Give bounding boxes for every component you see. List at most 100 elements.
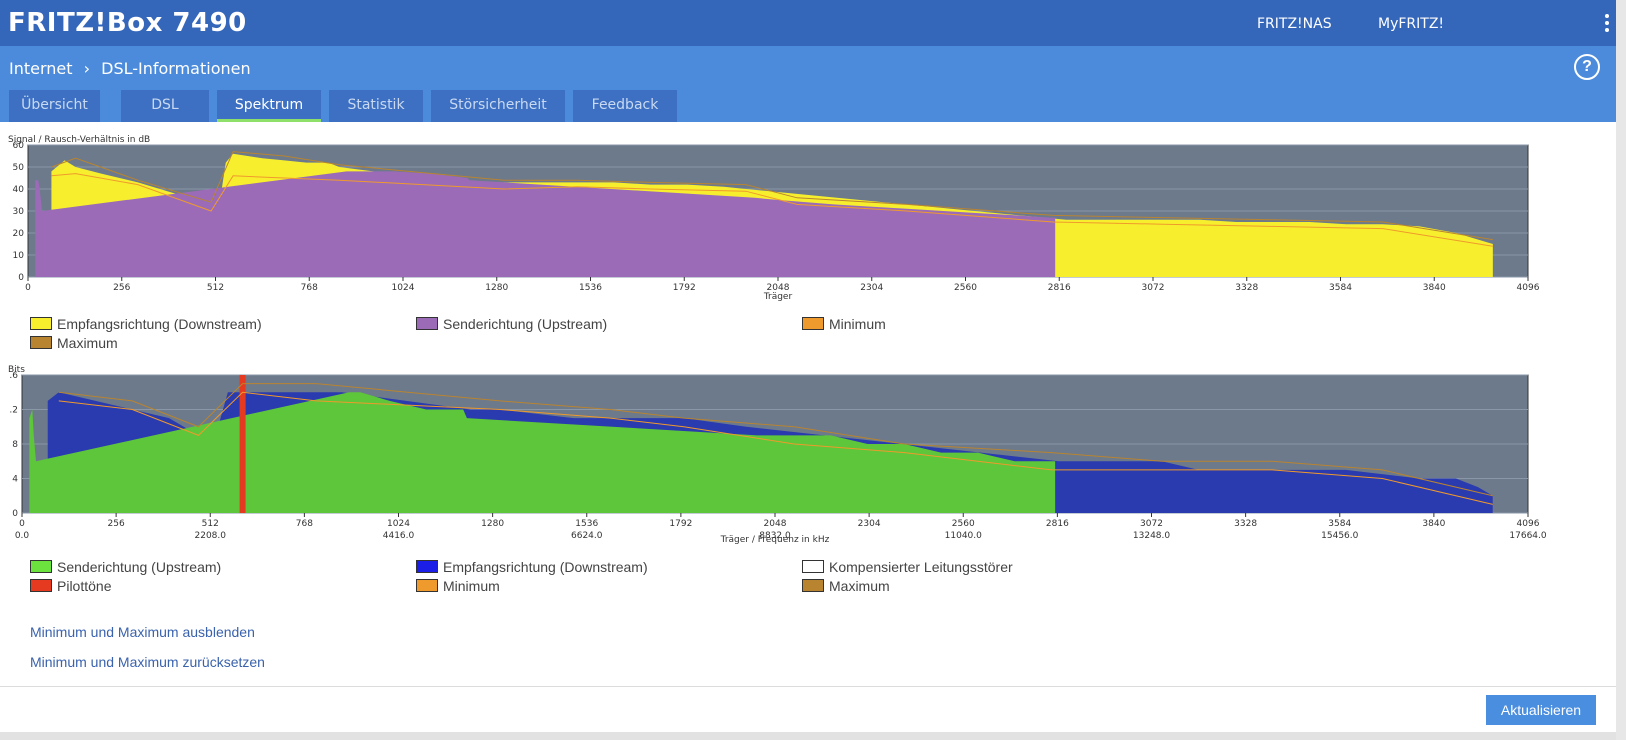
scrollbar[interactable] (1616, 0, 1626, 740)
snr-x-axis-label: Träger (763, 292, 793, 302)
tab-dsl[interactable]: DSL (121, 90, 209, 122)
snr-x-tick-label: 2560 (954, 283, 977, 293)
legend-swatch (416, 560, 438, 573)
snr-y-tick-label: 10 (13, 251, 25, 261)
legend-swatch (802, 579, 824, 592)
bits-x-tick-label: 4096 (1517, 519, 1540, 529)
bits-x-tick-label: 256 (108, 519, 125, 529)
fritznas-link[interactable]: FRITZ!NAS (1257, 16, 1332, 32)
help-icon[interactable]: ? (1574, 54, 1600, 80)
more-menu-icon[interactable] (1604, 14, 1610, 34)
legend-bits-upstream[interactable]: Senderichtung (Upstream) (30, 559, 221, 575)
bits-x-tick-label: 3584 (1328, 519, 1351, 529)
snr-chart: 0 10 20 30 40 50 60 0 256 512 768 1024 1280 1536 1792 2… (13, 141, 1540, 302)
snr-x-tick-label: 2048 (767, 283, 790, 293)
bits-x-tick-label: 1536 (575, 519, 598, 529)
bits-freq-tick-label: 11040.0 (945, 531, 982, 541)
bits-y-tick-label: .2 (9, 406, 18, 416)
myfritz-link[interactable]: MyFRITZ! (1378, 16, 1445, 32)
legend-snr-minimum[interactable]: Minimum (802, 316, 886, 332)
snr-x-tick-label: 1792 (673, 283, 696, 293)
bits-y-tick-label: .6 (9, 371, 18, 381)
legend-swatch (416, 579, 438, 592)
legend-bits-downstream[interactable]: Empfangsrichtung (Downstream) (416, 559, 648, 575)
legend-snr-upstream[interactable]: Senderichtung (Upstream) (416, 316, 607, 332)
reset-minmax-link[interactable]: Minimum und Maximum zurücksetzen (30, 654, 265, 670)
snr-series-maximum-line (51, 151, 1493, 241)
tab-spektrum[interactable]: Spektrum (217, 90, 321, 122)
snr-x-tick-label: 256 (113, 283, 130, 293)
chevron-right-icon: › (83, 59, 91, 78)
bits-freq-tick-label: 13248.0 (1133, 531, 1170, 541)
bits-x-tick-label: 1792 (669, 519, 692, 529)
legend-bits-maximum[interactable]: Maximum (802, 578, 890, 594)
snr-y-tick-label: 20 (13, 229, 25, 239)
tab-stoersicherheit[interactable]: Störsicherheit (431, 90, 565, 122)
bits-freq-tick-label: 8832.0 (759, 531, 791, 541)
snr-x-tick-label: 1536 (579, 283, 602, 293)
bits-freq-tick-label: 2208.0 (195, 531, 227, 541)
legend-snr-downstream[interactable]: Empfangsrichtung (Downstream) (30, 316, 262, 332)
legend-bits-pilottoene[interactable]: Pilottöne (30, 578, 111, 594)
bits-x-tick-label: 0 (19, 519, 25, 529)
main-content: Signal / Rausch-Verhältnis in dB 0 10 20 30… (0, 122, 1616, 732)
bottom-strip (0, 732, 1616, 740)
legend-swatch (30, 317, 52, 330)
sub-header: Internet › DSL-Informationen ? Übersicht… (0, 46, 1616, 122)
bits-y-tick-label: 4 (12, 475, 18, 485)
bits-series-minimum-line (58, 391, 1493, 505)
bits-x-tick-label: 2560 (952, 519, 975, 529)
snr-x-tick-label: 3840 (1423, 283, 1446, 293)
snr-x-tick-label: 3328 (1235, 283, 1258, 293)
snr-series-minimum-line (51, 173, 1493, 247)
snr-x-tick-label: 1280 (485, 283, 508, 293)
app-logo[interactable]: FRITZ!Box 7490 (8, 8, 247, 38)
bits-y-tick-label: 8 (12, 440, 18, 450)
legend-swatch (30, 336, 52, 349)
bits-x-tick-label: 2816 (1046, 519, 1069, 529)
snr-x-tick-label: 4096 (1517, 283, 1540, 293)
bits-x-tick-label: 512 (202, 519, 219, 529)
refresh-button[interactable]: Aktualisieren (1486, 695, 1596, 725)
bits-freq-tick-label: 15456.0 (1321, 531, 1358, 541)
snr-x-tick-label: 768 (301, 283, 318, 293)
footer-divider (0, 686, 1616, 687)
snr-x-tick-label: 2816 (1048, 283, 1071, 293)
snr-y-tick-label: 50 (13, 163, 25, 173)
bits-x-tick-label: 3328 (1234, 519, 1257, 529)
snr-y-tick-label: 60 (13, 141, 25, 151)
legend-swatch (802, 560, 824, 573)
legend-swatch (802, 317, 824, 330)
legend-swatch (30, 579, 52, 592)
breadcrumb-item-internet[interactable]: Internet (9, 59, 73, 78)
bits-freq-tick-label: 4416.0 (383, 531, 415, 541)
tab-uebersicht[interactable]: Übersicht (9, 90, 100, 122)
bits-chart: 0 4 8 .2 .6 0 256 512 768 1024 1280 1536 1792 2048 230… (9, 371, 1546, 545)
bits-x-tick-label: 2048 (764, 519, 787, 529)
hide-minmax-link[interactable]: Minimum und Maximum ausblenden (30, 624, 255, 640)
snr-x-tick-label: 3072 (1142, 283, 1165, 293)
tab-statistik[interactable]: Statistik (329, 90, 423, 122)
top-bar: FRITZ!Box 7490 FRITZ!NAS MyFRITZ! (0, 0, 1616, 46)
bits-x-tick-label: 1280 (481, 519, 504, 529)
snr-chart-title: Signal / Rausch-Verhältnis in dB (8, 135, 151, 145)
legend-swatch (30, 560, 52, 573)
bits-series-maximum-line (58, 383, 1493, 497)
bits-freq-tick-label: 17664.0 (1509, 531, 1546, 541)
snr-x-tick-label: 0 (25, 283, 31, 293)
bits-series-pilott-ne-bar (239, 375, 246, 513)
snr-x-tick-label: 2304 (860, 283, 883, 293)
tab-feedback[interactable]: Feedback (573, 90, 677, 122)
bits-x-axis-label: Träger / Frequenz in kHz (720, 535, 830, 545)
bits-x-tick-label: 1024 (387, 519, 410, 529)
bits-chart-title: Bits (8, 365, 25, 375)
legend-snr-maximum[interactable]: Maximum (30, 335, 118, 351)
snr-x-tick-label: 512 (207, 283, 224, 293)
legend-bits-minimum[interactable]: Minimum (416, 578, 500, 594)
snr-x-tick-label: 3584 (1329, 283, 1352, 293)
snr-series-senderichtung-upstream-area (35, 171, 1056, 277)
bits-x-tick-label: 3072 (1140, 519, 1163, 529)
bits-x-tick-label: 3840 (1422, 519, 1445, 529)
legend-bits-kompensiert[interactable]: Kompensierter Leitungsstörer (802, 559, 1013, 575)
bits-x-tick-label: 768 (296, 519, 313, 529)
